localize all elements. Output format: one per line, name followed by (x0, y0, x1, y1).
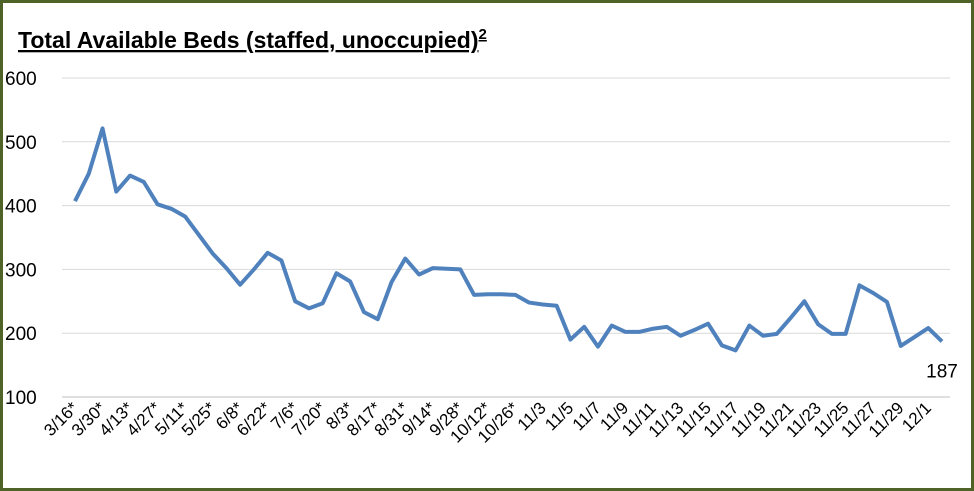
y-tick-label: 600 (5, 69, 37, 90)
y-tick-label: 400 (5, 197, 37, 218)
y-tick-label: 200 (5, 324, 37, 345)
line-series (73, 126, 944, 353)
data-label: 187 (926, 361, 958, 382)
y-tick-label: 300 (5, 260, 37, 281)
chart-title: Total Available Beds (staffed, unoccupie… (18, 26, 487, 53)
y-tick-label: 100 (5, 388, 37, 409)
title-text: Total Available Beds (staffed, unoccupie… (18, 27, 479, 53)
y-tick-label: 500 (5, 133, 37, 154)
title-superscript: 2 (479, 26, 487, 43)
